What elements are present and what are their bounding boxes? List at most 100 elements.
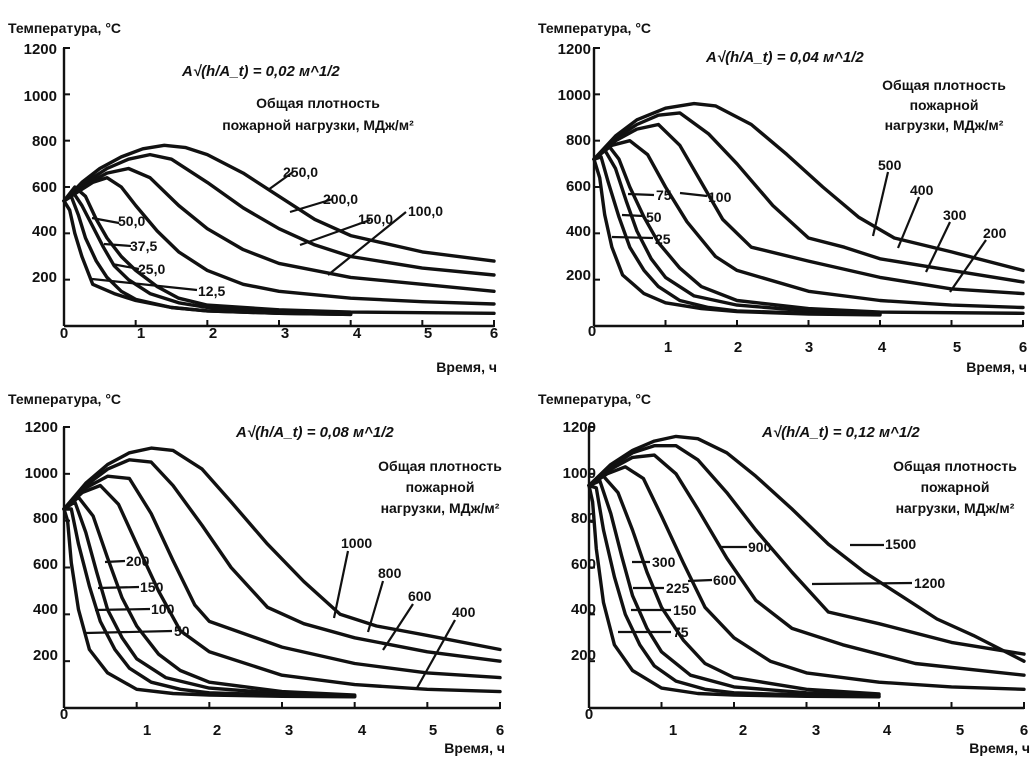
y-axis-title: Температура, °С xyxy=(8,20,121,36)
series-line-200,0 xyxy=(62,152,496,277)
curve-label: 800 xyxy=(378,565,402,581)
leader-line xyxy=(679,191,708,198)
y-tick-label: 200 xyxy=(33,647,58,664)
label-leader-lines xyxy=(618,543,913,634)
x-tick-label: 6 xyxy=(496,722,504,739)
panel-1-plot xyxy=(62,47,496,328)
curve-label: 100,0 xyxy=(408,203,443,219)
x-axis-title: Время, ч xyxy=(436,359,497,375)
series-line-100,0 xyxy=(62,176,496,306)
series-line-25 xyxy=(592,157,882,317)
curve-labels: 1500 1200 900 600 300 225 150 75 xyxy=(652,536,945,640)
curve-label: 900 xyxy=(748,539,772,555)
y-tick-label: 1200 xyxy=(558,41,591,58)
y-axis-title: Температура, °С xyxy=(538,391,651,407)
leader-line xyxy=(332,550,350,619)
y-tick-label: 1200 xyxy=(25,419,58,436)
x-tick-label: 4 xyxy=(358,722,367,739)
series-line-50,0 xyxy=(62,185,496,315)
panel-2: Температура, °С 1200 1000 800 600 400 20… xyxy=(538,20,1027,375)
series-line-400 xyxy=(62,483,502,694)
y-tick-label: 600 xyxy=(571,556,596,573)
y-tick-label: 1000 xyxy=(24,88,57,105)
curve-label: 300 xyxy=(652,554,676,570)
leader-line xyxy=(611,235,654,240)
curve-label: 600 xyxy=(408,588,432,604)
parameter-label: A√(h/A_t) = 0,08 м^1/2 xyxy=(235,424,394,441)
curve-label: 200 xyxy=(983,225,1007,241)
series-line-100 xyxy=(592,143,1025,315)
y-axis-title: Температура, °С xyxy=(8,391,121,407)
leader-line xyxy=(382,603,414,651)
y-tick-label: 800 xyxy=(32,133,57,150)
curve-label: 150 xyxy=(673,602,697,618)
series-line-150 xyxy=(62,500,357,698)
parameter-label: A√(h/A_t) = 0,04 м^1/2 xyxy=(705,49,864,66)
series-line-200 xyxy=(62,495,357,697)
x-tick-label: 6 xyxy=(1019,339,1027,356)
x-tick-label: 4 xyxy=(353,325,362,342)
curve-label: 1000 xyxy=(341,535,372,551)
y-axis-title: Температура, °С xyxy=(538,20,651,36)
x-tick-label: 5 xyxy=(953,339,961,356)
label-leader-lines xyxy=(91,171,407,292)
y-tick-label: 200 xyxy=(566,267,591,284)
x-tick-label: 1 xyxy=(664,339,672,356)
x-tick-label: 1 xyxy=(669,722,677,739)
panel-3: Температура, °С 1200 1000 800 600 400 20… xyxy=(8,391,505,756)
y-tick-label: 400 xyxy=(566,223,591,240)
x-tick-label: 2 xyxy=(739,722,747,739)
legend-title-line: нагрузки, МДж/м² xyxy=(381,500,500,516)
x-tick-label: 3 xyxy=(285,722,293,739)
x-tick-label: 5 xyxy=(429,722,437,739)
series-line-300 xyxy=(587,474,881,696)
series-line-1500 xyxy=(587,434,1026,663)
series-line-100 xyxy=(62,507,357,698)
curve-label: 150,0 xyxy=(358,211,393,227)
y-tick-labels: 1200 1000 800 600 400 200 xyxy=(563,419,596,664)
series-line-50 xyxy=(62,507,357,699)
x-tick-label: 6 xyxy=(490,325,498,342)
x-tick-label: 3 xyxy=(812,722,820,739)
leader-line xyxy=(103,242,132,248)
y-tick-label: 1200 xyxy=(563,419,596,436)
panel-1: Температура, °С 1200 1000 800 600 400 20… xyxy=(8,20,498,375)
series-line-12,5 xyxy=(62,199,353,317)
y-tick-label: 800 xyxy=(33,510,58,527)
leader-line xyxy=(85,629,173,635)
series-line-1200 xyxy=(587,444,1026,656)
panel-2-plot xyxy=(592,47,1025,328)
legend-title-line: пожарной нагрузки, МДж/м² xyxy=(222,117,414,133)
curve-label: 50,0 xyxy=(118,213,145,229)
curve-labels: 250,0 200,0 150,0 100,0 50,0 37,5 25,0 1… xyxy=(118,164,443,299)
y-tick-label: 1200 xyxy=(24,41,57,58)
x-tick-label: 4 xyxy=(883,722,892,739)
y-tick-label: 400 xyxy=(571,601,596,618)
series-line-300 xyxy=(592,122,1025,296)
curve-label: 250,0 xyxy=(283,164,318,180)
x-tick-label: 1 xyxy=(137,325,145,342)
x-tick-label: 5 xyxy=(956,722,964,739)
curve-label: 600 xyxy=(713,572,737,588)
y-tick-labels: 1200 1000 800 600 400 200 xyxy=(25,419,58,664)
series-line-250,0 xyxy=(62,143,496,263)
curve-label: 50 xyxy=(646,209,662,225)
curve-labels: 500 400 300 200 100 75 50 25 xyxy=(646,157,1007,247)
legend-title-line: пожарной xyxy=(921,479,990,495)
curve-label: 400 xyxy=(452,604,476,620)
y-tick-label: 400 xyxy=(33,601,58,618)
curve-label: 1500 xyxy=(885,536,916,552)
legend-title-line: Общая плотность xyxy=(893,458,1017,474)
legend-title-line: Общая плотность xyxy=(882,77,1006,93)
y-tick-label: 200 xyxy=(32,269,57,286)
y-tick-labels: 1200 1000 800 600 400 200 xyxy=(24,41,57,286)
y-tick-label: 600 xyxy=(32,179,57,196)
legend-title-line: пожарной xyxy=(406,479,475,495)
panel-4-plot xyxy=(587,426,1026,710)
y-tick-label: 1000 xyxy=(558,87,591,104)
x-tick-labels: 0 1 2 3 4 5 6 xyxy=(60,325,498,342)
x-tick-label: 3 xyxy=(805,339,813,356)
series-line-800 xyxy=(62,458,502,663)
series-line-1000 xyxy=(62,446,502,652)
x-axis-title: Время, ч xyxy=(969,740,1030,756)
